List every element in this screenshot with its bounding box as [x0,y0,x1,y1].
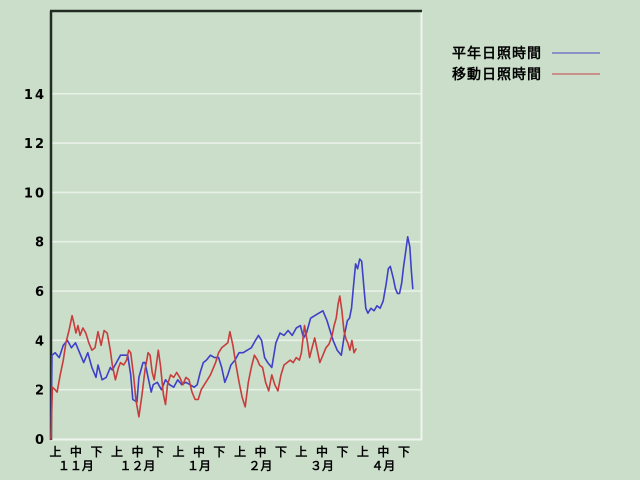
y-axis-tick-label: 8 [35,236,46,251]
x-axis-tick-label: 中 [70,444,82,459]
series-line-normal-sunshine [50,236,414,440]
x-axis-tick-label: 上 [357,444,369,459]
x-axis-month-label: １２月 [119,459,155,473]
x-axis-tick-label: 下 [213,445,225,459]
x-axis-tick-label: 中 [316,444,328,459]
x-axis-tick-label: 上 [295,444,307,459]
x-axis-month-label: ３月 [310,459,334,473]
y-axis-tick-label: 6 [35,285,46,300]
x-axis-tick-label: 中 [255,444,267,459]
legend-label-moving-sunshine: 移動日照時間 [452,66,542,83]
x-axis-tick-label: 下 [275,445,287,459]
x-axis-tick-label: 上 [111,444,123,459]
x-axis-month-label: ２月 [249,459,273,473]
y-axis-tick-label: 14 [24,88,46,103]
x-axis-tick-label: 下 [152,445,164,459]
x-axis-month-label: １１月 [58,459,94,473]
legend-item-normal-sunshine: 平年日照時間 [452,42,600,63]
y-axis-tick-label: 4 [35,334,46,349]
x-axis-tick-label: 中 [377,444,389,459]
x-axis-tick-label: 上 [173,444,185,459]
x-axis-tick-label: 上 [234,444,246,459]
x-axis-tick-label: 中 [131,444,143,459]
y-axis-tick-label: 10 [24,186,46,201]
y-axis-tick-label: 2 [35,384,46,399]
x-axis-tick-label: 下 [91,445,103,459]
x-axis-month-label: １月 [187,459,211,473]
y-axis-tick-label: 0 [35,433,46,448]
x-axis-tick-label: 下 [336,445,348,459]
legend-line-normal-sunshine [552,51,600,54]
legend: 平年日照時間 移動日照時間 [452,42,600,84]
x-axis-tick-label: 下 [398,445,410,459]
x-axis-tick-label: 中 [193,444,205,459]
x-axis-tick-label: 上 [49,444,61,459]
series-line-moving-sunshine [50,295,357,440]
legend-item-moving-sunshine: 移動日照時間 [452,63,600,84]
legend-label-normal-sunshine: 平年日照時間 [452,45,542,62]
y-axis-tick-label: 12 [24,137,46,152]
x-axis-month-label: ４月 [371,459,395,473]
legend-line-moving-sunshine [552,72,600,75]
